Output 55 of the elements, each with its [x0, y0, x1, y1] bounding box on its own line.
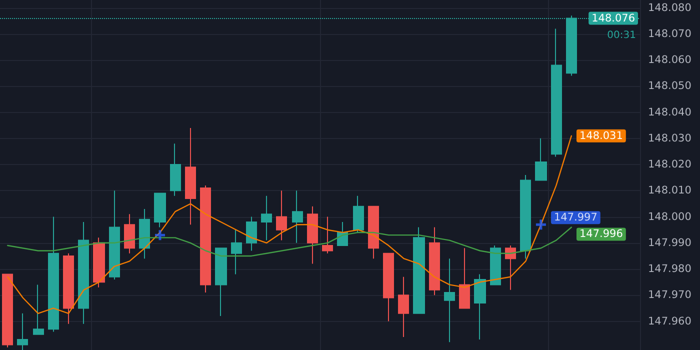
annotation: 00:31	[607, 30, 636, 41]
candlestick	[551, 28, 562, 158]
data-label: 147.997	[554, 212, 598, 224]
candlestick	[398, 276, 409, 338]
y-tick-label: 148.050	[648, 80, 692, 92]
y-tick-label: 148.000	[648, 210, 692, 223]
candlestick	[48, 216, 59, 332]
candlestick	[17, 312, 28, 350]
y-tick-label: 148.030	[648, 132, 692, 144]
candlestick	[383, 252, 394, 322]
candlestick	[413, 226, 425, 314]
candlestick	[63, 252, 74, 324]
candlestick	[474, 274, 486, 340]
candlestick	[459, 248, 470, 309]
candlestick	[124, 214, 135, 254]
line-series	[7, 226, 572, 257]
candlestick	[200, 184, 211, 294]
candlestick	[368, 206, 379, 260]
candlestick	[246, 216, 257, 252]
y-tick-label: 147.980	[648, 263, 692, 276]
candlestick	[535, 138, 547, 181]
candlestick	[520, 174, 531, 260]
y-tick-label: 147.960	[648, 315, 692, 328]
candlestick	[444, 258, 455, 343]
candlestick	[154, 192, 166, 228]
data-label: 147.996	[579, 228, 624, 240]
candlestick	[215, 248, 227, 317]
candlestick	[276, 190, 287, 241]
candlestick	[322, 216, 333, 254]
candlestick	[292, 190, 303, 244]
y-tick-label: 148.020	[648, 158, 692, 171]
candlestick	[78, 222, 89, 324]
candlestick	[109, 190, 120, 280]
candlestick	[33, 284, 44, 335]
y-tick-label: 148.080	[648, 2, 692, 14]
y-tick-label: 148.060	[648, 54, 692, 66]
y-tick-label: 147.970	[648, 289, 692, 302]
y-tick-label: 148.070	[648, 28, 692, 40]
candlestick	[429, 226, 440, 296]
candlestick	[2, 274, 13, 348]
ref-line-label: 148.076	[592, 12, 636, 24]
y-tick-label: 147.990	[648, 236, 692, 249]
candlestick	[139, 208, 150, 260]
candlestick	[505, 245, 516, 290]
candlestick	[93, 237, 105, 288]
candlestick	[353, 195, 364, 233]
candlestick	[170, 143, 181, 196]
y-tick-label: 148.040	[648, 106, 692, 118]
candlestick	[185, 127, 196, 226]
candlestick	[231, 229, 242, 275]
candlestick	[261, 195, 272, 241]
y-tick-label: 148.010	[648, 184, 692, 197]
candlestick	[307, 206, 318, 264]
candlestick	[490, 245, 501, 286]
data-label: 148.031	[579, 130, 623, 142]
